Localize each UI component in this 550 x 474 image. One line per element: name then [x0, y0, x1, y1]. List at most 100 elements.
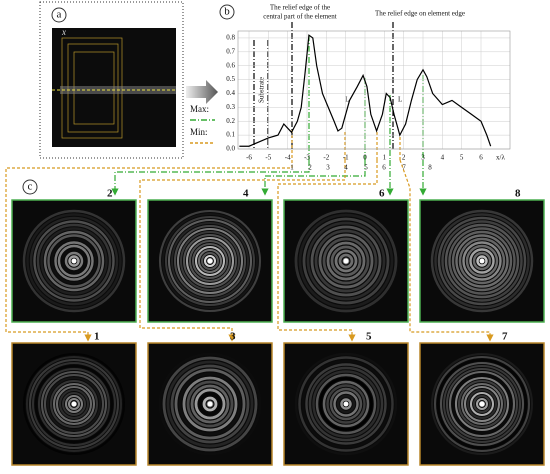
ring [340, 398, 352, 410]
x-tick-label: 2 [402, 154, 406, 162]
ring [158, 352, 262, 456]
ring [176, 227, 244, 295]
ring [185, 236, 235, 286]
y-tick-label: 0.5 [226, 75, 235, 83]
ring [174, 368, 246, 440]
patterns: 2 4 6 8 1 3 5 7 [11, 188, 545, 466]
ring [457, 379, 507, 429]
y-tick-label: 0.8 [226, 34, 235, 42]
ring [463, 385, 501, 423]
x-tick-label: -2 [323, 154, 329, 162]
ring [162, 356, 258, 452]
ring [170, 221, 250, 301]
ring [161, 212, 259, 310]
ring [28, 358, 120, 450]
center-spot [343, 401, 349, 407]
ring [194, 388, 226, 420]
annotation: L [398, 96, 402, 104]
ring [319, 377, 373, 431]
ring [25, 355, 123, 453]
extremum-label: 2 [308, 164, 312, 172]
pattern-label: 8 [515, 188, 521, 200]
x-axis-label: x/λ [496, 154, 505, 162]
ring [173, 224, 247, 298]
ring [455, 234, 509, 288]
ring [469, 248, 495, 274]
ring [179, 230, 241, 292]
panel-a-frame [39, 1, 184, 159]
ring [334, 249, 358, 273]
pattern-label: 7 [502, 331, 508, 343]
extremum-label: 7 [402, 164, 406, 172]
x-tick-label: -4 [285, 154, 291, 162]
annotation: Substrate [258, 77, 266, 103]
ring [439, 361, 525, 447]
ring [469, 391, 495, 417]
ring [52, 382, 96, 426]
ring [29, 216, 119, 306]
ring [451, 230, 513, 292]
ring [186, 380, 234, 428]
ring [333, 391, 359, 417]
plot: 0.0 0.1 0.2 0.3 0.4 0.5 0.6 0.7 0.8 -6 -5 -4 -3 -2 -1 0… [226, 30, 511, 162]
ring [454, 376, 510, 432]
y-tick-label: 0.1 [226, 131, 235, 139]
ring [298, 213, 394, 309]
ring [198, 392, 222, 416]
ring [294, 209, 398, 313]
legend-label: Min: [190, 127, 208, 137]
extremum-label: 1 [290, 164, 294, 172]
ring [64, 394, 84, 414]
panel-label: a [57, 9, 62, 21]
y-tick-label: 0.3 [226, 103, 235, 111]
panel-badge [22, 179, 38, 195]
ring [182, 233, 238, 289]
ring [326, 241, 366, 281]
x-tick-label: 0 [363, 154, 367, 162]
extrema-lines [253, 22, 424, 160]
ring [200, 251, 220, 271]
ring [167, 218, 253, 304]
ring [64, 251, 84, 271]
ring [312, 370, 380, 438]
ring [336, 394, 356, 414]
ring [57, 244, 91, 278]
ring [22, 352, 126, 456]
ring [310, 225, 382, 297]
center-spot [71, 258, 77, 264]
center-spot [479, 258, 485, 264]
ring [458, 237, 506, 285]
panel-badge [51, 7, 67, 23]
ring [61, 391, 87, 417]
ring [46, 376, 102, 432]
ring [448, 370, 516, 438]
ring [58, 388, 90, 420]
ring [476, 255, 488, 267]
ring [26, 213, 122, 309]
ring [36, 223, 112, 299]
ring [178, 372, 242, 436]
ring [49, 379, 99, 429]
ring [472, 394, 492, 414]
ring [436, 358, 528, 450]
pattern-label: 5 [366, 331, 372, 343]
extremum-label: 4 [344, 164, 348, 172]
ring [475, 397, 489, 411]
x-tick-label: -1 [343, 154, 349, 162]
center-spot [207, 401, 213, 407]
center-spot [343, 258, 349, 264]
legend-label: Max: [190, 104, 209, 114]
center-spot [479, 401, 485, 407]
x-tick-label: 6 [479, 154, 483, 162]
pattern-label: 4 [243, 188, 249, 200]
ring [298, 356, 394, 452]
pattern-label: 3 [230, 331, 236, 343]
ring [330, 245, 362, 277]
ring [465, 244, 499, 278]
ring [314, 229, 378, 293]
ring [158, 209, 262, 313]
ring [433, 355, 531, 453]
ring [462, 241, 502, 281]
ring [170, 364, 250, 444]
extremum-label: 8 [428, 164, 432, 172]
